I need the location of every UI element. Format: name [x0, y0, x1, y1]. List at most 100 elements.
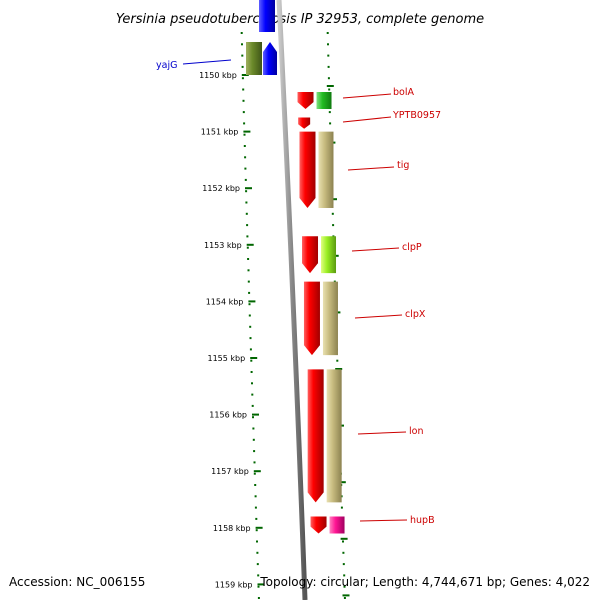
leader-line	[359, 519, 408, 522]
gene-glyph-clpX	[303, 281, 320, 356]
ring-dot	[250, 359, 253, 362]
ring-dot	[245, 190, 248, 193]
inner-tick-mark	[340, 537, 348, 540]
gene-labels: yajG bolA YPTB0957 tig clpP clpX lon hupB	[156, 59, 441, 526]
gene-category-box	[322, 281, 338, 356]
ring-dot	[326, 32, 329, 34]
ring-dot	[243, 145, 246, 147]
ring-dot	[343, 574, 346, 577]
gene-glyph-hupB	[310, 516, 327, 534]
tick-label: 1157 kbp	[211, 467, 249, 476]
gene-label-clpX: clpX	[405, 309, 426, 320]
ring-dot	[336, 359, 339, 362]
ring-dot	[254, 506, 257, 509]
gene-label-tig: tig	[397, 160, 409, 171]
tick-label: 1151 kbp	[201, 128, 239, 137]
tick-label: 1155 kbp	[207, 354, 245, 363]
ring-dot	[250, 371, 253, 373]
ring-dot	[244, 178, 247, 181]
tick-mark	[248, 300, 256, 303]
ring-dot	[249, 348, 252, 351]
ring-dot	[249, 325, 252, 328]
tick-label: 1153 kbp	[204, 241, 242, 250]
accession-text: Accession: NC_006155	[9, 575, 145, 589]
gene-category-box	[329, 516, 345, 534]
ring-dot	[242, 88, 245, 91]
inner-tick-mark	[335, 368, 343, 370]
ring-dot	[253, 461, 256, 464]
ring-dot	[331, 212, 334, 215]
ring-dot	[257, 574, 260, 577]
ring-dot	[245, 201, 248, 204]
ring-dot	[246, 224, 249, 227]
coordinate-ticks: 1150 kbp 1151 kbp 1152 kbp 1153 kbp 1154 kbp…	[199, 71, 350, 597]
outer-dotted-ring	[240, 32, 260, 599]
ring-dot	[252, 427, 255, 430]
leader-line	[357, 431, 407, 435]
gene-glyph-bolA	[297, 91, 314, 109]
ring-dot	[327, 77, 330, 80]
ring-dot	[252, 416, 254, 419]
ring-dot	[241, 77, 244, 80]
ring-dot	[342, 551, 345, 554]
tick-mark	[253, 470, 261, 473]
ring-dot	[256, 563, 259, 566]
tick-label: 1152 kbp	[202, 184, 240, 193]
ring-dot	[332, 224, 335, 227]
ring-dot	[244, 167, 247, 170]
ring-dot	[244, 156, 247, 159]
ring-dot	[251, 393, 254, 396]
gene-glyph-fragment	[259, 0, 275, 32]
ring-dot	[241, 65, 244, 68]
gene-category-box	[246, 42, 262, 75]
ring-dot	[249, 337, 252, 340]
ring-dot	[242, 99, 245, 102]
ring-dot	[245, 212, 248, 215]
ring-dot	[246, 235, 249, 238]
ring-dot	[342, 563, 345, 566]
tick-label: 1154 kbp	[206, 297, 244, 306]
ring-dot	[343, 597, 346, 599]
ring-dot	[254, 484, 257, 486]
gene-label-clpP: clpP	[402, 242, 422, 253]
ring-dot	[327, 43, 329, 46]
inner-tick-mark	[330, 198, 337, 201]
ring-dot	[327, 65, 330, 68]
ring-dot	[243, 133, 246, 136]
ring-dot	[253, 472, 256, 475]
ring-dot	[246, 246, 249, 249]
gene-category-box	[318, 131, 334, 209]
gene-glyph-lon	[307, 369, 324, 503]
ring-dot	[257, 585, 260, 588]
ring-dot	[247, 280, 250, 283]
leader-line	[182, 59, 232, 65]
gene-category-box	[326, 369, 342, 503]
ring-dot	[255, 529, 258, 532]
inner-tick-mark	[338, 481, 346, 484]
leader-line	[351, 247, 400, 252]
ring-dot	[241, 54, 244, 57]
ring-dot	[329, 122, 332, 125]
ring-dot	[251, 382, 253, 385]
ring-dot	[253, 450, 256, 453]
tick-mark	[243, 130, 251, 133]
tick-mark	[252, 413, 259, 416]
leader-line	[354, 314, 403, 319]
gene-label-yajG: yajG	[156, 60, 177, 71]
leader-line	[347, 166, 395, 171]
gene-label-YPTB0957: YPTB0957	[392, 110, 441, 121]
inner-tick-mark	[326, 85, 334, 87]
tick-mark	[241, 74, 249, 76]
ring-dot	[252, 438, 255, 441]
tick-label: 1150 kbp	[199, 71, 237, 80]
ring-dot	[247, 269, 250, 272]
ring-dot	[328, 111, 331, 114]
ring-dot	[257, 597, 260, 599]
tick-mark	[245, 187, 252, 190]
ring-dot	[242, 111, 245, 114]
ring-dot	[251, 404, 254, 407]
ring-dot	[340, 506, 343, 509]
ring-dot	[342, 540, 344, 543]
gene-glyph-clpP	[302, 236, 319, 274]
